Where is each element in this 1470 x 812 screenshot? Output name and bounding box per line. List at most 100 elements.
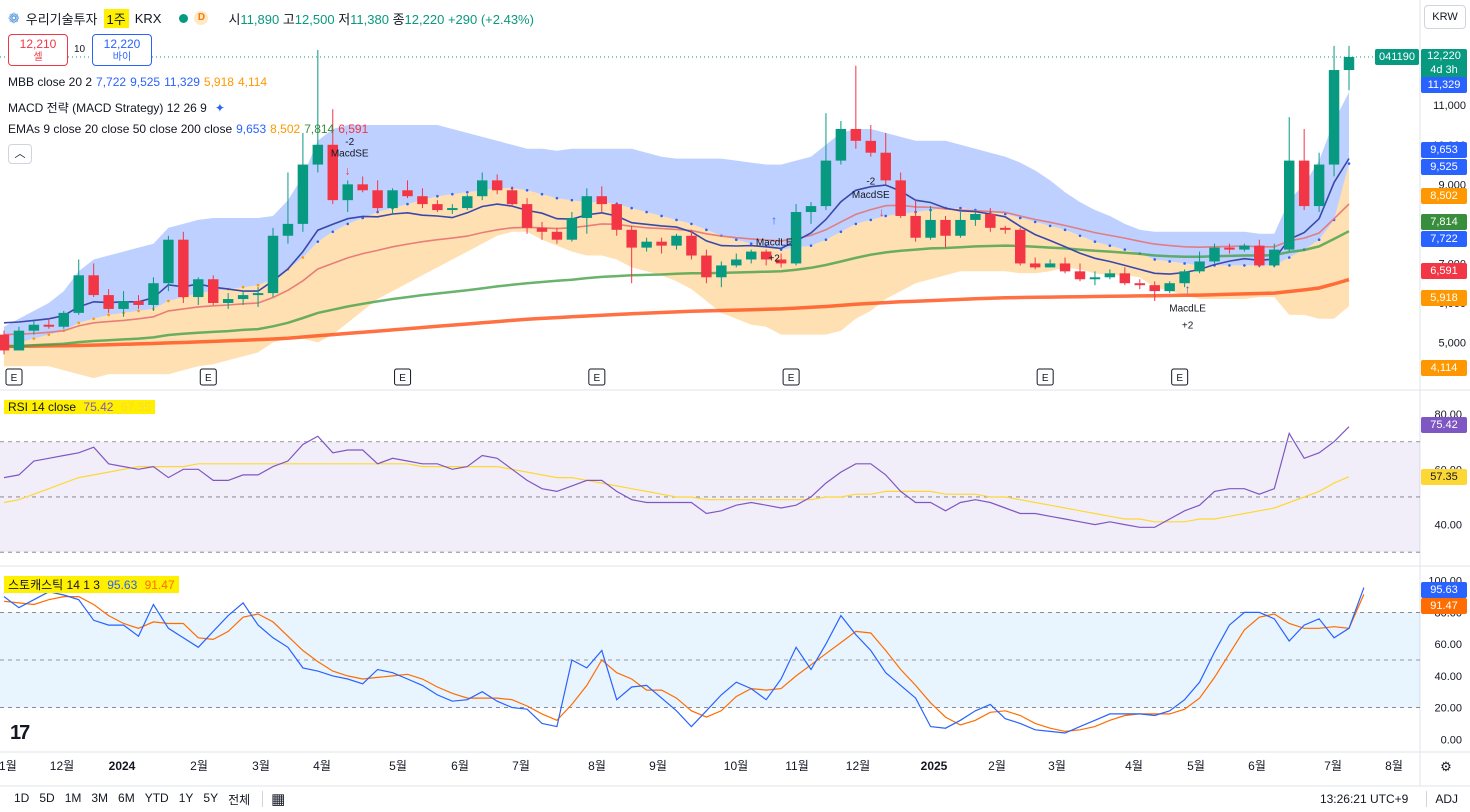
candle-body [222, 299, 234, 303]
legend-mbb-v4: 5,918 [203, 75, 234, 89]
rsi-value-badge: 75.42 [1421, 417, 1467, 433]
earnings-marker[interactable]: E [199, 368, 217, 386]
candle-body [13, 330, 25, 351]
bb-mid-dot [167, 299, 170, 303]
candle-body [148, 283, 159, 305]
candle-body [58, 312, 70, 327]
bb-mid-dot [1243, 264, 1246, 267]
candle-body [865, 140, 877, 153]
candle-body [880, 152, 891, 181]
buy-button[interactable]: 12,220 바이 [92, 34, 152, 66]
bb-mid-dot [854, 222, 858, 226]
price-badge-8502: 8,502 [1421, 188, 1467, 204]
close-value: 12,220 [404, 11, 445, 27]
bottom-toolbar: 1D 5D 1M 3M 6M YTD 1Y 5Y 전체 ▦ 13:26:21 UTC+9 ADJ [0, 786, 1470, 812]
chevron-up-icon: ︿ [14, 148, 26, 160]
candle-body [1014, 229, 1026, 264]
candle-body [1119, 273, 1131, 284]
time-tick: 8월 [1385, 759, 1403, 773]
bb-mid-dot [884, 214, 888, 218]
signal-se1-qty: -2 [345, 137, 354, 148]
time-tick: 10월 [724, 759, 748, 773]
earnings-marker[interactable]: E [5, 368, 23, 386]
legend-emas-v4: 6,591 [338, 122, 369, 136]
candle-body [163, 239, 174, 284]
adj-toggle[interactable]: ADJ [1435, 792, 1458, 806]
range-button-YTD[interactable]: YTD [144, 790, 169, 805]
bb-mid-dot [630, 206, 633, 210]
candle-body [1000, 227, 1011, 230]
order-quantity[interactable]: 10 [74, 44, 86, 55]
timezone-label[interactable]: 13:26:21 UTC+9 [1319, 792, 1409, 806]
range-button-5Y[interactable]: 5Y [203, 790, 219, 805]
bb-mid-dot [690, 222, 693, 226]
settings-sparkle-icon[interactable]: ✦ [214, 100, 225, 115]
range-button-6M[interactable]: 6M [118, 790, 135, 805]
legend-emas[interactable]: EMAs 9 close 20 close 50 close 200 close… [8, 122, 368, 136]
bb-mid-dot [137, 309, 140, 313]
ema9-line [3, 158, 1350, 324]
range-button-전체[interactable]: 전체 [228, 792, 251, 807]
range-button-3M[interactable]: 3M [91, 790, 109, 805]
earnings-box [199, 368, 217, 386]
sell-button[interactable]: 12,210 셀 [8, 34, 68, 66]
ema200-line [3, 277, 1350, 349]
candle-body [88, 275, 99, 296]
rsi-legend[interactable]: RSI 14 close 75.42 57.35 [4, 400, 155, 414]
sell-label: 셀 [33, 52, 43, 63]
legend-macd[interactable]: MACD 전략 (MACD Strategy) 12 26 9 ✦ [8, 99, 225, 116]
candle-body [1254, 245, 1265, 266]
earnings-marker[interactable]: E [1036, 368, 1054, 386]
candle-body [1298, 160, 1310, 207]
legend-mbb[interactable]: MBB close 20 2 7,722 9,525 11,329 5,918 … [8, 75, 267, 89]
time-tick: 5월 [1187, 759, 1205, 773]
candle-body [1089, 277, 1101, 280]
tradingview-logo[interactable]: 17 [10, 722, 30, 744]
stoch-legend[interactable]: 스토캐스틱 14 1 3 95.63 91.47 [4, 576, 179, 593]
candle-body [566, 217, 578, 240]
bb-mid-dot [241, 285, 245, 289]
earnings-marker[interactable]: E [588, 368, 606, 386]
legend-mbb-v1: 7,722 [96, 75, 127, 89]
bb-mid-dot [32, 337, 36, 340]
range-button-1Y[interactable]: 1Y [178, 790, 194, 805]
candle-body [850, 128, 862, 141]
legend-mbb-v5: 4,114 [237, 75, 268, 89]
price-badge-11329: 11,329 [1421, 77, 1467, 93]
bb-mid-dot [1228, 264, 1231, 267]
bb-mid-dot [1168, 260, 1171, 263]
change-value: +290 (+2.43%) [447, 11, 534, 27]
interval-label[interactable]: 1주 [103, 8, 129, 28]
candle-body [835, 128, 847, 161]
symbol-name[interactable]: 우리기술투자 [25, 11, 98, 27]
market-open-icon [179, 13, 189, 23]
candle-body [357, 184, 368, 191]
candle-body [686, 235, 697, 256]
earnings-marker[interactable]: E [394, 368, 412, 386]
bb-mid-dot [1153, 258, 1157, 261]
candle-body [282, 223, 294, 236]
legend-mbb-title: MBB close 20 2 [8, 75, 93, 89]
bb-mid-dot [77, 321, 81, 325]
currency-button[interactable]: KRW [1424, 5, 1466, 29]
price-badge-4114: 4,114 [1421, 360, 1467, 376]
earnings-marker[interactable]: E [1171, 368, 1189, 386]
bb-mid-dot [1018, 216, 1022, 220]
candle-body [925, 219, 936, 238]
time-tick: 2025 [921, 759, 948, 773]
earnings-label: E [1042, 373, 1049, 384]
bb-mid-dot [645, 210, 648, 214]
range-button-5D[interactable]: 5D [39, 790, 55, 805]
arrow-down-icon: ↓ [345, 163, 351, 177]
signal-se2-qty: -2 [866, 176, 875, 187]
earnings-marker[interactable]: E [782, 368, 800, 386]
earnings-label: E [788, 373, 795, 384]
range-button-1M[interactable]: 1M [64, 790, 82, 805]
collapse-legend-button[interactable]: ︿ [8, 144, 32, 164]
date-range-calendar-icon[interactable]: ▦ [271, 791, 286, 808]
range-button-1D[interactable]: 1D [14, 790, 30, 805]
earnings-box [782, 368, 800, 386]
candle-body [402, 190, 413, 197]
